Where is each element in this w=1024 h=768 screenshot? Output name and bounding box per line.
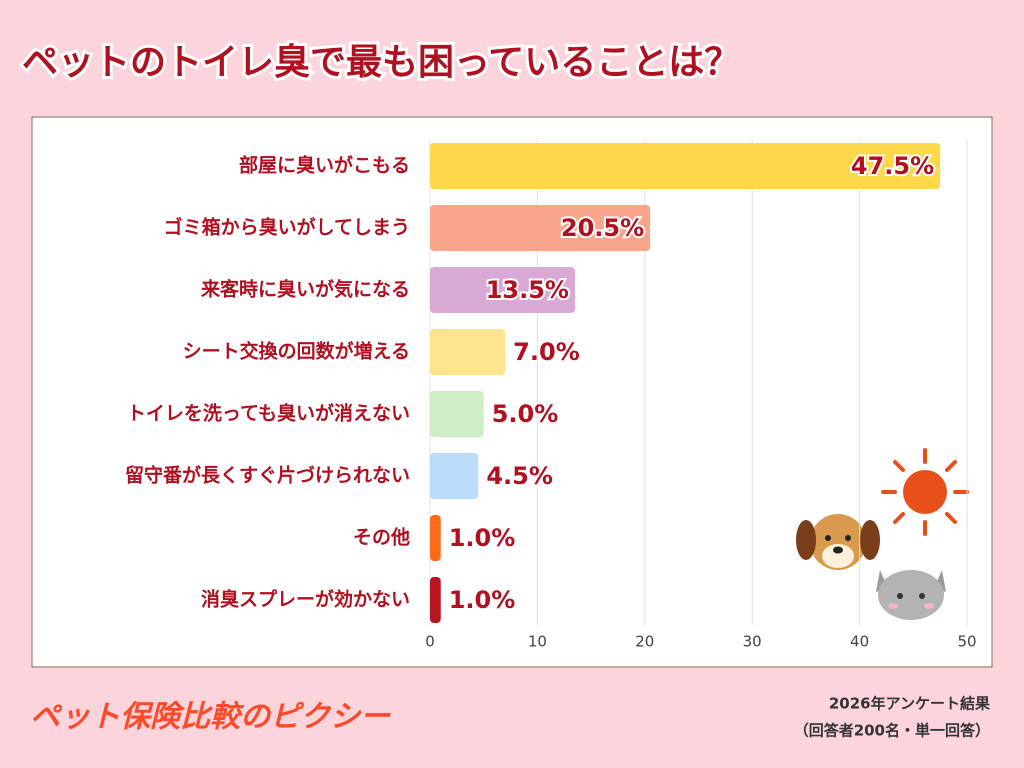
bar [430, 267, 575, 313]
bar [430, 453, 479, 499]
x-tick-label: 50 [957, 633, 976, 651]
y-tick-label: シート交換の回数が増える [183, 340, 410, 363]
note: （回答者200名・単一回答） [794, 722, 990, 740]
brand: ペット保険比較のピクシー [30, 700, 391, 735]
bar [430, 143, 941, 189]
value-label: 1.0% [449, 524, 516, 552]
x-tick-label: 30 [743, 633, 762, 651]
bar [430, 391, 484, 437]
value-label: 4.5% [486, 462, 553, 490]
y-tick-label: 来客時に臭いが気になる [201, 278, 410, 301]
dog [796, 514, 880, 570]
sun [881, 448, 969, 536]
value-label: 7.0% [513, 338, 580, 366]
x-tick-label: 20 [635, 633, 654, 651]
y-tick-label: 消臭スプレーが効かない [201, 588, 410, 611]
y-tick-label: その他 [353, 526, 410, 549]
chart-title: ペットのトイレ臭で最も困っていることは？ [22, 42, 740, 83]
value-label: 13.5% [486, 276, 569, 304]
y-tick-label: 部屋に臭いがこもる [239, 154, 410, 177]
plot-frame [31, 116, 993, 668]
note: 2026年アンケート結果 [829, 695, 991, 713]
value-label: 1.0% [449, 586, 516, 614]
cat [876, 570, 946, 620]
x-tick-label: 40 [850, 633, 869, 651]
value-label: 5.0% [492, 400, 559, 428]
value-label: 47.5% [851, 152, 934, 180]
value-label: 20.5% [561, 214, 644, 242]
bar [430, 515, 441, 561]
x-tick-label: 0 [425, 633, 435, 651]
y-tick-label: トイレを洗っても臭いが消えない [127, 402, 410, 425]
y-tick-label: ゴミ箱から臭いがしてしまう [164, 216, 410, 239]
bar [430, 329, 506, 375]
y-tick-label: 留守番が長くすぐ片づけられない [125, 464, 410, 487]
x-tick-label: 10 [528, 633, 547, 651]
bar [430, 577, 441, 623]
bar [430, 205, 651, 251]
